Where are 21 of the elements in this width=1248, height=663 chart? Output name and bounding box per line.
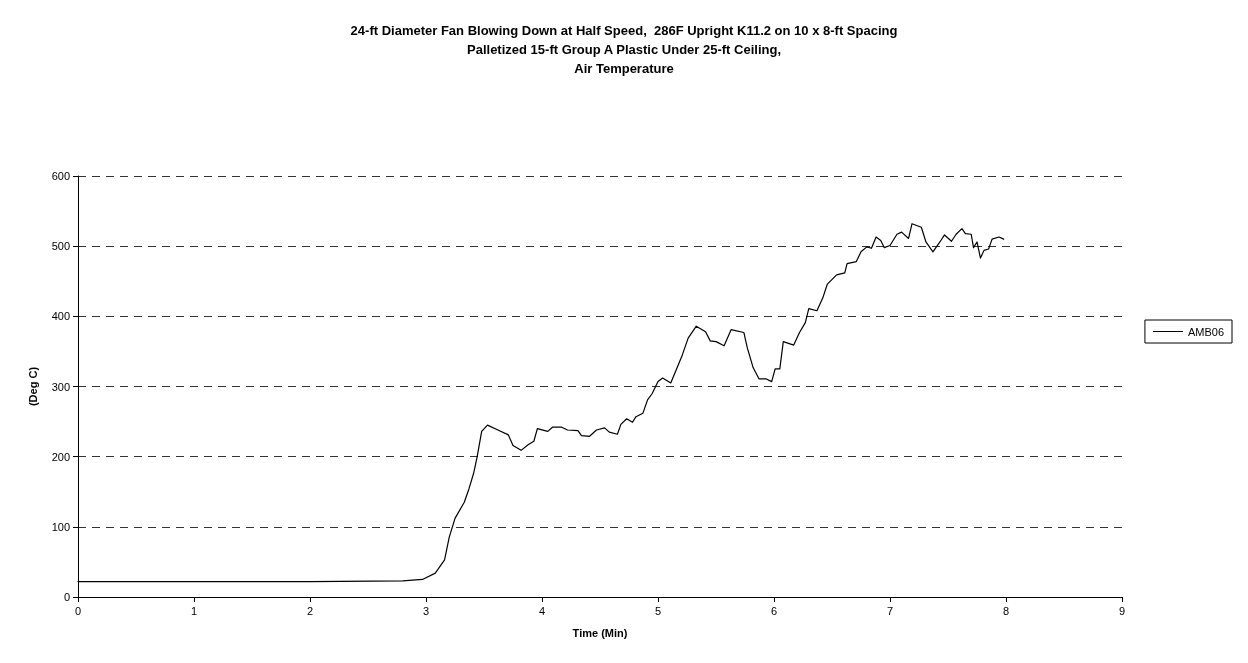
x-axis-title: Time (Min) [572, 626, 628, 639]
x-tick-label: 1 [190, 604, 198, 617]
y-tick-label: 200 [51, 450, 70, 463]
x-tick-label: 0 [74, 604, 82, 617]
x-tick-label: 7 [886, 604, 894, 617]
y-tick-label: 600 [51, 170, 70, 182]
x-tick-label: 5 [654, 604, 662, 617]
chart-title: 24-ft Diameter Fan Blowing Down at Half Speed, 286F Upright K11.2 on 10 x 8-ft Spacing Palletized 15-ft Group A Plastic Under 25-ft Ceiling, Air Temperature [350, 23, 898, 76]
y-tick-label: 0 [63, 591, 70, 603]
x-tick-label: 4 [538, 604, 546, 617]
x-tick-label: 2 [306, 604, 314, 617]
x-tick-label: 9 [1118, 604, 1126, 617]
y-tick-label: 300 [51, 380, 70, 393]
x-tick-label: 8 [1002, 604, 1010, 617]
y-tick-label: 500 [51, 240, 70, 253]
x-tick-label: 6 [770, 604, 778, 617]
x-tick-label: 3 [422, 604, 430, 617]
legend-label: AMB06 [1187, 325, 1225, 338]
y-axis-title: (Deg C) [26, 366, 39, 407]
y-tick-label: 100 [51, 520, 70, 533]
y-tick-label: 400 [51, 310, 70, 323]
